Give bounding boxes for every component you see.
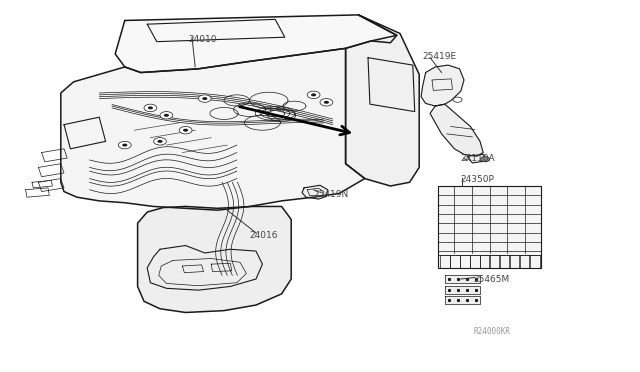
Circle shape (154, 138, 166, 145)
Circle shape (198, 95, 211, 102)
Circle shape (118, 141, 131, 149)
Circle shape (164, 114, 169, 117)
Circle shape (157, 140, 163, 143)
Circle shape (202, 97, 207, 100)
Circle shape (179, 126, 192, 134)
Text: 24010: 24010 (189, 35, 218, 44)
Circle shape (481, 157, 490, 162)
Circle shape (453, 97, 462, 102)
Text: 24016: 24016 (250, 231, 278, 240)
Text: 25465M: 25465M (474, 275, 510, 284)
Polygon shape (115, 15, 397, 73)
Circle shape (324, 101, 329, 104)
Text: 25419E: 25419E (422, 52, 456, 61)
Circle shape (160, 112, 173, 119)
Polygon shape (445, 286, 480, 294)
Polygon shape (346, 15, 419, 186)
Circle shape (144, 104, 157, 112)
Text: 25419N: 25419N (314, 190, 349, 199)
Polygon shape (430, 104, 483, 156)
Text: 24110A: 24110A (461, 154, 495, 163)
Polygon shape (138, 206, 291, 312)
Circle shape (148, 106, 153, 109)
Polygon shape (467, 154, 488, 163)
Polygon shape (438, 186, 541, 268)
Circle shape (307, 91, 320, 99)
Circle shape (320, 99, 333, 106)
Polygon shape (445, 296, 480, 304)
Polygon shape (61, 48, 365, 210)
Circle shape (183, 129, 188, 132)
Polygon shape (421, 65, 464, 106)
Polygon shape (302, 185, 328, 199)
Circle shape (122, 144, 127, 147)
Polygon shape (445, 275, 480, 283)
Text: R24000KR: R24000KR (474, 327, 511, 336)
Circle shape (311, 93, 316, 96)
Text: 24350P: 24350P (461, 175, 495, 184)
